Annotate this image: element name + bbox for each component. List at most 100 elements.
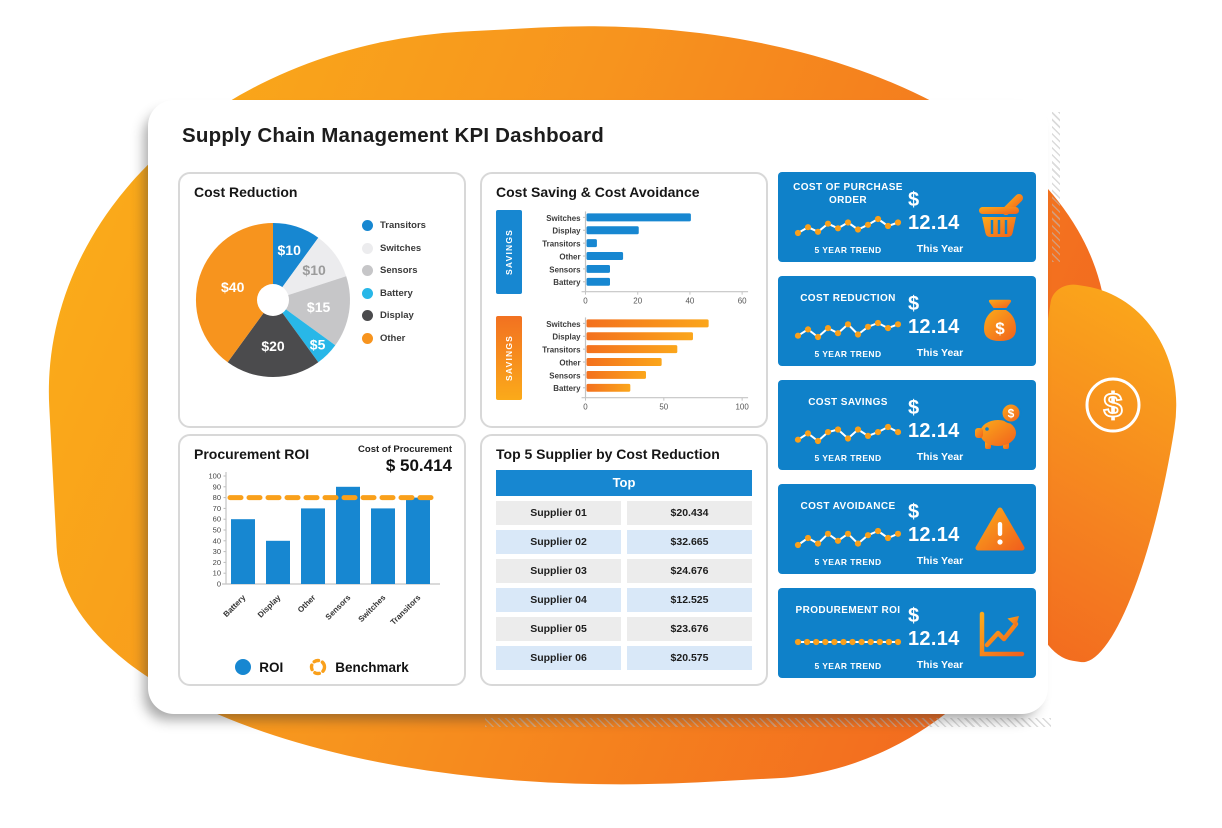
table-row: Supplier 05 $23.676: [496, 617, 752, 641]
dashboard-card: Supply Chain Management KPI Dashboard Co…: [148, 100, 1048, 714]
bar-category-label: Switches: [546, 214, 581, 223]
kpi-title: COST REDUCTION: [800, 292, 896, 304]
pie-legend-item-sensors: Sensors: [362, 265, 426, 276]
roi-bar-transitors: [406, 497, 430, 584]
supplier-name-cell: Supplier 03: [496, 559, 621, 583]
svg-text:$: $: [1008, 407, 1015, 421]
bar-category-label: Display: [552, 333, 581, 342]
bar-switches: [586, 319, 709, 328]
legend-dot: [362, 310, 373, 321]
roi-legend-roi-label: ROI: [259, 659, 284, 675]
pie-slice-transitors: [273, 222, 319, 300]
supplier-value-cell: $32.665: [627, 530, 752, 554]
pie-slice-label: $40: [221, 279, 245, 295]
x-tick-label: 40: [686, 297, 695, 306]
pie-slice-switches: [273, 237, 347, 300]
bar-category-label: Transitors: [542, 346, 581, 355]
legend-label: Other: [380, 332, 406, 344]
bar-category-label: Display: [552, 227, 581, 236]
supplier-table: Top Supplier 01 $20.434 Supplier 02 $32.665…: [496, 470, 752, 670]
kpi-trend-label: 5 YEAR TREND: [814, 349, 882, 359]
legend-label: Battery: [380, 287, 413, 299]
bar-sensors: [586, 370, 646, 379]
pie-slice-label: $20: [261, 338, 285, 354]
money-bag-icon: $: [972, 285, 1028, 359]
kpi-sparkline: [794, 638, 902, 646]
top-supplier-title: Top 5 Supplier by Cost Reduction: [496, 446, 720, 462]
table-row: Supplier 01 $20.434: [496, 501, 752, 525]
x-tick-label: 60: [738, 297, 747, 306]
roi-legend-roi: ROI: [235, 659, 283, 675]
pie-chart: $10$10 $15 $5 $20 $40: [195, 222, 350, 378]
roi-legend-benchmark-label: Benchmark: [335, 659, 409, 675]
legend-label: Switches: [380, 242, 422, 254]
bar-battery: [586, 277, 610, 286]
cost-reduction-title: Cost Reduction: [194, 184, 298, 200]
pie-legend-item-transitors: Transitors: [362, 220, 426, 231]
legend-label: Display: [380, 310, 414, 321]
table-row: Supplier 03 $24.676: [496, 559, 752, 583]
kpi-sparkline: [794, 319, 902, 341]
svg-text:$: $: [1104, 387, 1123, 425]
roi-bar-display: [266, 540, 290, 584]
bar-other: [586, 252, 624, 260]
roi-category-label: Switches: [357, 593, 388, 624]
kpi-sparkline: [794, 423, 902, 445]
kpi-title: COST AVOIDANCE: [800, 500, 896, 512]
hatch-trim-bottom: [485, 718, 1051, 727]
table-row: Supplier 06 $20.575: [496, 646, 752, 670]
pie-legend-item-display: Display: [362, 310, 426, 321]
pie-donut-hole: [257, 284, 289, 316]
procurement-roi-panel: Procurement ROI Cost of Procurement $ 50…: [178, 434, 466, 686]
bar-switches: [586, 213, 691, 222]
bar-display: [586, 332, 693, 341]
kpi-value: $ 12.14: [908, 397, 960, 442]
cost-of-procurement: Cost of Procurement $ 50.414: [358, 444, 452, 476]
kpi-trend-label: 5 YEAR TREND: [814, 245, 882, 255]
y-tick-label: 20: [213, 558, 221, 567]
hatch-trim-right: [1052, 112, 1060, 262]
y-tick-label: 80: [213, 493, 221, 502]
kpi-card-produrement-roi: PRODUREMENT ROI 5 YEAR TREND $ 12.14 This Y…: [778, 588, 1036, 678]
x-tick-label: 100: [736, 403, 750, 412]
kpi-title: PRODUREMENT ROI: [795, 604, 901, 616]
bar-battery: [586, 383, 631, 392]
avoidance-bar-chart: Switches Display Transitors Other Sensors Bat…: [542, 317, 750, 412]
roi-category-label: Other: [296, 593, 317, 614]
avoidance-side-label: SAVINGS: [496, 316, 522, 400]
pie-slice-battery: [273, 300, 336, 363]
kpi-period-label: This Year: [916, 659, 964, 671]
legend-dot: [362, 265, 373, 276]
bar-sensors: [586, 264, 610, 273]
x-tick-label: 20: [633, 297, 642, 306]
x-tick-label: 0: [583, 297, 588, 306]
pie-slice-other: [195, 222, 273, 363]
kpi-value: $ 12.14: [908, 501, 960, 546]
bar-transitors: [586, 239, 597, 248]
x-tick-label: 50: [659, 403, 668, 412]
dollar-circle-icon: $: [1080, 372, 1146, 443]
top-supplier-panel: Top 5 Supplier by Cost Reduction Top Sup…: [480, 434, 768, 686]
kpi-value: $ 12.14: [908, 189, 960, 234]
bar-category-label: Battery: [553, 384, 581, 393]
kpi-period-label: This Year: [916, 243, 964, 255]
trend-chart-icon: [972, 597, 1028, 671]
roi-bar-battery: [231, 519, 255, 584]
pie-slice-label: $10: [278, 242, 302, 258]
bar-category-label: Other: [559, 252, 580, 261]
kpi-card-column: COST OF PURCHASE ORDER 5 YEAR TREND $ 12.1…: [778, 172, 1036, 678]
supplier-value-cell: $20.575: [627, 646, 752, 670]
roi-legend: ROI Benchmark: [180, 658, 464, 676]
kpi-trend-label: 5 YEAR TREND: [814, 661, 882, 671]
kpi-card-cost-reduction: COST REDUCTION 5 YEAR TREND $ 12.14 This Ye…: [778, 276, 1036, 366]
supplier-name-cell: Supplier 06: [496, 646, 621, 670]
cost-of-procurement-label: Cost of Procurement: [358, 444, 452, 455]
cost-saving-avoidance-panel: Cost Saving & Cost Avoidance SAVINGS Swi…: [480, 172, 768, 428]
y-tick-label: 50: [213, 526, 221, 535]
kpi-sparkline: [794, 215, 902, 237]
bar-category-label: Battery: [553, 278, 581, 287]
table-row: Supplier 04 $12.525: [496, 588, 752, 612]
kpi-period-label: This Year: [916, 347, 964, 359]
legend-dot: [362, 332, 373, 344]
legend-label: Sensors: [380, 265, 418, 276]
